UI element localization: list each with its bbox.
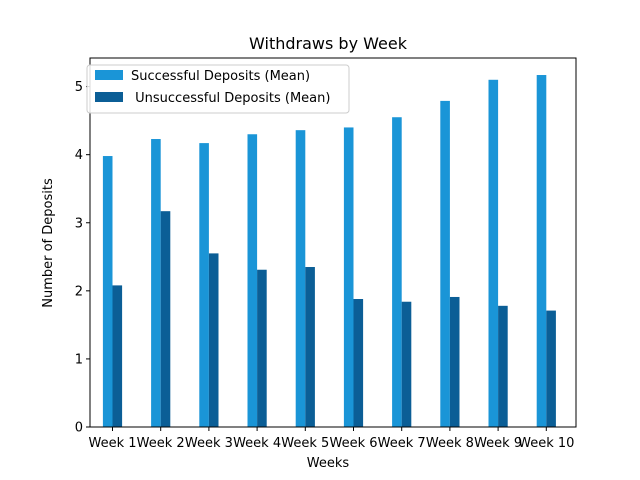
x-tick-label: Week 5 bbox=[281, 436, 329, 451]
bar-successful-6 bbox=[343, 127, 354, 427]
y-tick-label: 0 bbox=[75, 421, 83, 436]
bar-unsuccessful-6 bbox=[353, 299, 364, 427]
bar-unsuccessful-3 bbox=[208, 253, 219, 427]
y-tick-label: 3 bbox=[75, 216, 83, 231]
legend-label-unsuccessful: Unsuccessful Deposits (Mean) bbox=[131, 91, 330, 106]
x-tick-label: Week 7 bbox=[378, 436, 426, 451]
bar-successful-9 bbox=[488, 79, 499, 427]
y-axis-label: Number of Deposits bbox=[41, 178, 56, 308]
legend-swatch-successful bbox=[95, 70, 123, 80]
bar-successful-7 bbox=[392, 117, 402, 428]
bar-successful-8 bbox=[440, 100, 450, 427]
bar-unsuccessful-7 bbox=[401, 301, 412, 427]
x-tick-label: Week 1 bbox=[88, 436, 136, 451]
bar-successful-1 bbox=[102, 156, 113, 427]
y-tick-label: 1 bbox=[75, 352, 83, 367]
bar-successful-4 bbox=[247, 134, 258, 427]
bar-unsuccessful-5 bbox=[305, 267, 315, 427]
chart-title: Withdraws by Week bbox=[249, 34, 408, 53]
x-tick-label: Week 6 bbox=[329, 436, 377, 451]
x-axis-label: Weeks bbox=[307, 456, 350, 471]
x-tick-label: Week 4 bbox=[233, 436, 281, 451]
bar-unsuccessful-9 bbox=[498, 305, 508, 427]
y-tick-label: 2 bbox=[75, 284, 83, 299]
x-tick-label: Week 8 bbox=[426, 436, 474, 451]
bar-unsuccessful-10 bbox=[546, 310, 556, 427]
legend-label-successful: Successful Deposits (Mean) bbox=[131, 69, 310, 84]
y-axis-ticks: 0 1 2 3 4 5 bbox=[75, 80, 90, 436]
bar-unsuccessful-4 bbox=[257, 269, 267, 427]
bar-unsuccessful-2 bbox=[160, 211, 171, 427]
legend-swatch-unsuccessful bbox=[95, 92, 123, 102]
bars-group bbox=[102, 75, 556, 428]
y-tick-label: 5 bbox=[75, 80, 83, 95]
bar-successful-2 bbox=[151, 139, 161, 427]
x-axis-ticks: Week 1 Week 2 Week 3 Week 4 Week 5 Week 6 Week… bbox=[88, 427, 574, 451]
bar-unsuccessful-8 bbox=[449, 296, 460, 427]
bar-successful-5 bbox=[295, 130, 306, 427]
plot-frame bbox=[89, 57, 577, 428]
legend-box bbox=[86, 64, 350, 114]
bar-successful-10 bbox=[536, 75, 547, 427]
legend: Successful Deposits (Mean) Unsuccessful … bbox=[86, 64, 350, 114]
x-tick-label: Week 3 bbox=[185, 436, 233, 451]
bar-successful-3 bbox=[199, 143, 209, 427]
x-tick-label: Week 9 bbox=[474, 436, 522, 451]
x-tick-label: Week 2 bbox=[137, 436, 185, 451]
y-tick-label: 4 bbox=[75, 148, 83, 163]
bar-unsuccessful-1 bbox=[112, 285, 123, 427]
x-tick-label: Week 10 bbox=[518, 436, 574, 451]
